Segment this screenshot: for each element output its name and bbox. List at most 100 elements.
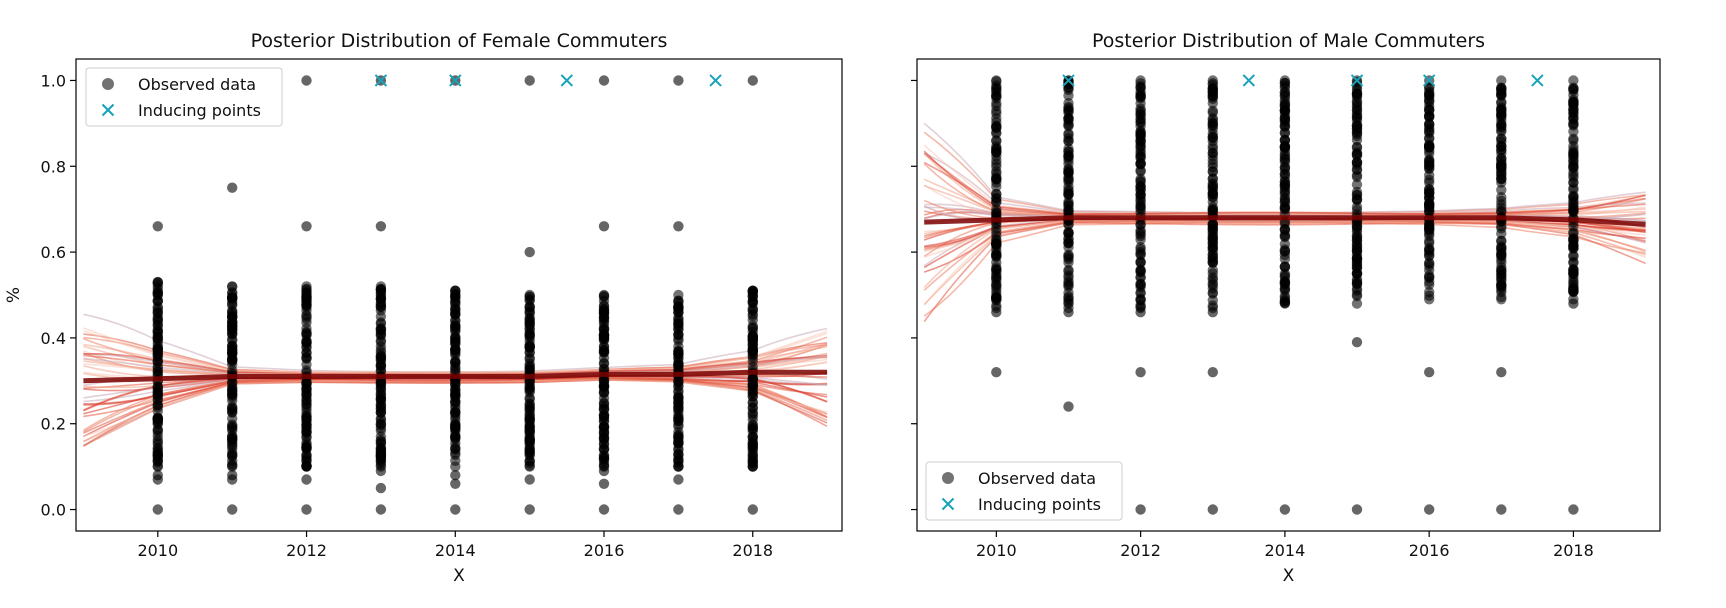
observed-point	[1279, 97, 1291, 109]
observed-point	[1207, 367, 1219, 378]
male-plot-frame	[916, 58, 1661, 532]
observed-point	[1063, 249, 1074, 260]
observed-point	[1424, 294, 1435, 305]
observed-point	[1424, 105, 1435, 116]
y-tick-label: 0.4	[41, 329, 66, 348]
female-chart-title: Posterior Distribution of Female Commute…	[251, 30, 668, 52]
y-tick-label: 0.2	[41, 415, 66, 434]
observed-point	[1424, 279, 1435, 290]
observed-point	[1207, 98, 1219, 109]
observed-point	[450, 504, 461, 515]
x-tick-label: 2014	[435, 541, 476, 560]
observed-point	[991, 249, 1002, 260]
observed-point	[1351, 134, 1363, 146]
observed-point	[991, 120, 1002, 132]
observed-point	[1568, 257, 1579, 268]
observed-point	[1424, 228, 1435, 239]
observed-point	[1063, 257, 1074, 268]
legend-x-stroke	[101, 103, 115, 117]
observed-point	[1063, 234, 1074, 245]
observed-point	[1351, 268, 1363, 279]
observed-point	[1279, 261, 1291, 272]
observed-point	[450, 478, 461, 489]
x-tick-label: 2016	[584, 541, 625, 560]
y-tick-label: 0.8	[41, 157, 66, 176]
observed-point	[1424, 286, 1435, 298]
male-x-axis-ticks: 2010 2012 2014 2016 2018	[976, 531, 1594, 560]
observed-point	[1207, 82, 1219, 94]
observed-point	[1063, 189, 1074, 200]
observed-point	[1207, 287, 1219, 298]
observed-point	[301, 474, 312, 485]
observed-point	[1279, 186, 1291, 198]
inducing-point	[709, 74, 722, 87]
observed-point	[1568, 250, 1579, 261]
observed-point	[1135, 272, 1146, 283]
observed-point	[1496, 140, 1507, 152]
observed-point	[1496, 250, 1507, 261]
observed-point	[1063, 113, 1074, 124]
observed-point	[1496, 272, 1507, 283]
observed-point	[1207, 219, 1219, 230]
observed-point	[1207, 75, 1219, 86]
observed-point	[1351, 82, 1363, 94]
observed-point	[1063, 264, 1074, 276]
observed-point	[991, 295, 1002, 306]
observed-point	[1279, 164, 1291, 175]
observed-point	[524, 504, 535, 515]
observed-point	[1063, 181, 1074, 192]
observed-point	[1424, 257, 1435, 268]
observed-point	[1424, 133, 1435, 144]
observed-point	[1351, 186, 1363, 198]
observed-point	[1424, 243, 1435, 254]
observed-point	[450, 285, 461, 296]
observed-point	[1568, 279, 1579, 290]
observed-point	[1568, 89, 1579, 101]
inducing-point-stroke	[1350, 74, 1364, 87]
observed-point	[1424, 148, 1435, 159]
y-tick-label: 0.0	[41, 501, 66, 520]
observed-point	[375, 504, 387, 515]
observed-point	[1063, 166, 1074, 177]
observed-point	[1496, 177, 1507, 188]
observed-point	[1279, 149, 1291, 160]
observed-point	[1424, 170, 1435, 181]
observed-point	[1207, 128, 1219, 139]
observed-point	[1424, 199, 1435, 210]
observed-point	[1207, 295, 1219, 306]
observed-point	[1424, 126, 1435, 137]
observed-point	[1351, 112, 1363, 123]
observed-point	[1279, 276, 1291, 287]
observed-point	[1496, 257, 1507, 268]
observed-point	[1135, 98, 1146, 109]
observed-point	[1063, 401, 1074, 412]
observed-point	[1496, 97, 1507, 108]
female-posterior-mean	[83, 369, 828, 384]
observed-point	[1568, 206, 1579, 217]
observed-point	[152, 470, 163, 481]
observed-point	[1207, 113, 1219, 124]
observed-point	[1063, 287, 1074, 298]
observed-point	[524, 246, 535, 258]
observed-point	[1063, 204, 1074, 215]
observed-point	[1279, 194, 1291, 205]
posterior-mean-line	[83, 369, 828, 384]
male-legend-inducing-label: Inducing points	[978, 495, 1101, 514]
observed-point	[1207, 189, 1219, 200]
observed-point	[1351, 246, 1363, 257]
observed-point	[1424, 177, 1435, 188]
inducing-point-stroke	[560, 74, 574, 87]
observed-point	[991, 135, 1002, 147]
observed-point	[1279, 290, 1291, 302]
observed-point	[1207, 234, 1219, 245]
observed-point	[1496, 286, 1507, 298]
observed-point	[1568, 140, 1579, 152]
observed-point	[1351, 261, 1363, 272]
inducing-point-stroke	[1531, 74, 1544, 87]
observed-point	[1424, 140, 1435, 152]
observed-point	[1135, 113, 1146, 124]
observed-point	[1207, 272, 1219, 283]
observed-point	[1568, 272, 1579, 283]
observed-point	[1351, 119, 1363, 131]
observed-point	[152, 504, 163, 515]
